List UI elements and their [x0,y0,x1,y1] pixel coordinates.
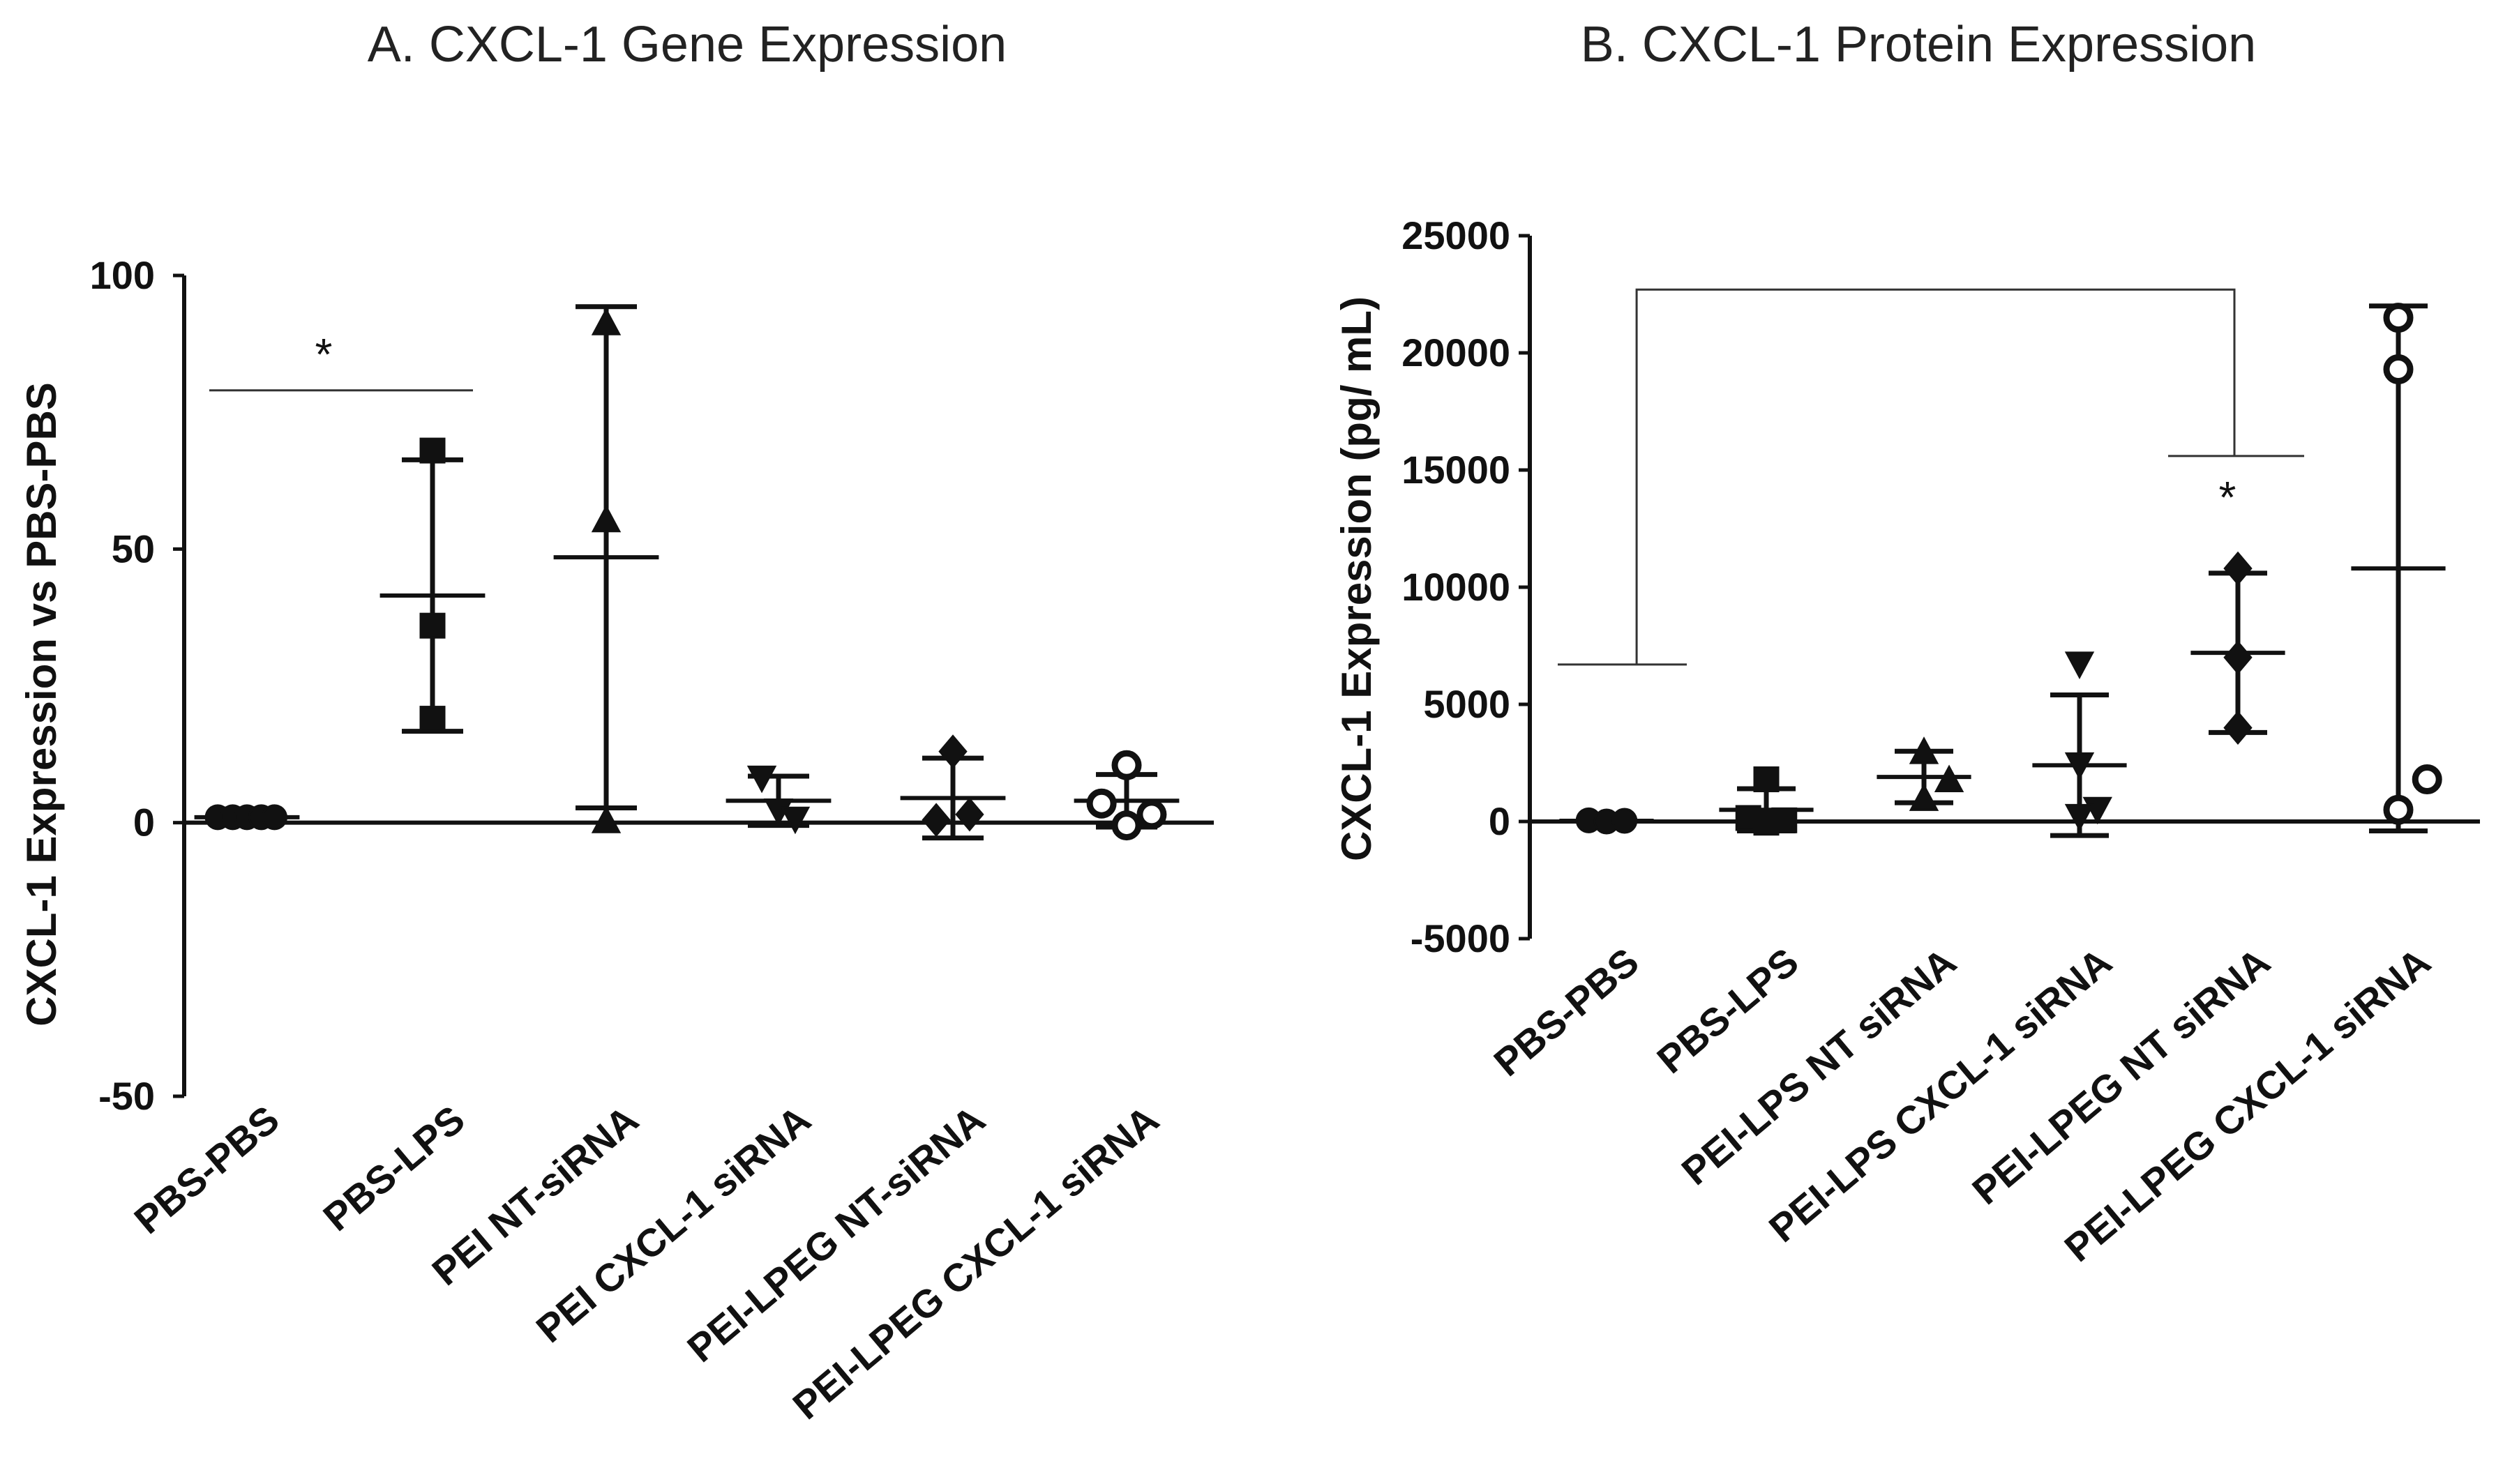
data-point-diamond [2223,640,2253,675]
y-tick-label: 25000 [1401,213,1510,257]
data-point-triangle-up [591,504,622,533]
x-category-label: PBS-PBS [1486,939,1647,1084]
data-point-circle-open [2412,764,2442,795]
data-point-circle-open [2383,794,2414,825]
y-tick-label: 15000 [1401,448,1510,492]
panel-b-axes [1528,236,2480,939]
panel-b-mean-sd-bars [1559,303,2446,838]
data-point-triangle-down [2064,651,2095,679]
x-category-label: PEI-LPEG CXCL-1 siRNA [785,1097,1167,1428]
data-point-triangle-down [2064,752,2095,780]
data-point-triangle-up [1909,736,1939,764]
data-point-circle-open [2383,354,2414,385]
panel-b-y-axis-label: CXCL-1 Expression (pg/ mL) [1333,296,1380,861]
data-point-circle-filled [1611,808,1638,834]
panel-b-title: B. CXCL-1 Protein Expression [1581,17,2256,73]
y-tick-label: -5000 [1411,916,1510,960]
panel-a-mean-sd-bars [194,304,1180,841]
panel-a-title: A. CXCL-1 Gene Expression [368,17,1007,73]
y-tick-label: -50 [98,1074,155,1118]
data-point-circle-open [1136,799,1167,830]
panel-a-significance: * [209,329,473,392]
significance-bracket [1635,288,2236,665]
data-point-diamond [955,797,984,832]
data-point-triangle-up [1909,783,1939,811]
y-tick-label: 100 [90,253,155,297]
x-category-label: PEI-LPEG NT siRNA [1964,939,2278,1213]
y-tick-label: 0 [133,801,155,845]
y-tick-label: 20000 [1401,331,1510,374]
data-point-triangle-down [780,806,811,835]
panel-a-axes [182,275,1214,1096]
data-point-diamond [922,803,951,838]
data-point-circle-open [1111,750,1142,780]
data-point-circle-open [1086,788,1117,819]
data-point-square [419,437,446,464]
data-point-diamond [938,734,968,769]
panel-b-chart: B. CXCL-1 Protein Expression CXCL-1 Expr… [1333,17,2480,1270]
data-point-triangle-down [746,765,777,794]
data-point-diamond [2223,711,2253,745]
panel-a-y-ticks: -50 0 50 100 [90,253,184,1118]
x-category-label: PBS-PBS [126,1097,287,1242]
significance-star: * [315,329,333,379]
data-point-triangle-up [591,308,622,335]
data-point-diamond [2223,551,2253,586]
y-tick-label: 50 [112,527,155,570]
y-tick-label: 5000 [1423,682,1510,726]
panel-a-y-axis-label: CXCL-1 Expression vs PBS-PBS [18,382,65,1027]
significance-star: * [2219,472,2236,522]
panel-b-data-points [1575,303,2442,836]
data-point-circle-filled [262,804,288,831]
data-point-circle-open [1111,810,1142,841]
panel-a-data-points [204,308,1167,841]
data-point-square [1753,810,1780,836]
panel-b-y-ticks: -5000 0 5000 10000 15000 20000 25000 [1401,213,1530,960]
y-tick-label: 10000 [1401,565,1510,609]
data-point-triangle-up [591,805,622,833]
data-point-square [1753,766,1780,793]
x-category-label: PBS-LPS [315,1097,472,1239]
data-point-circle-open [2383,303,2414,333]
data-point-triangle-up [1934,764,1964,792]
panel-b-significance: * [1558,288,2304,666]
data-point-square [419,706,446,732]
y-tick-label: 0 [1489,799,1510,843]
x-category-label: PEI-LPS NT siRNA [1674,939,1964,1193]
data-point-square [419,612,446,639]
data-point-triangle-down [2064,803,2095,832]
panel-a-chart: A. CXCL-1 Gene Expression CXCL-1 Express… [18,17,1214,1428]
x-category-label: PBS-LPS [1648,939,1806,1082]
x-category-label: PEI-LPEG NT-siRNA [679,1097,993,1370]
